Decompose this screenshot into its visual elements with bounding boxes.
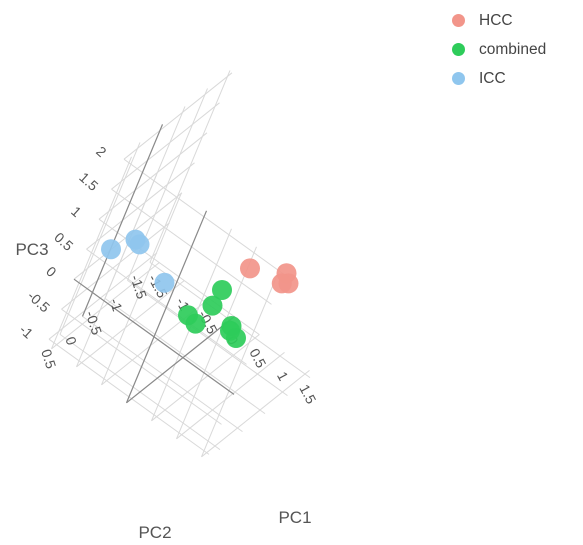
legend-marker-icc [452,72,465,85]
grid-line [86,162,195,250]
zero-line [73,278,235,395]
pc1-tick-label: 1 [274,369,292,384]
zero-line [125,210,208,404]
legend-item-combined[interactable]: combined [452,35,580,64]
pc3-tick-label: 0 [43,263,60,280]
data-point-icc [129,234,150,255]
grid-line [51,262,160,350]
grid-line [98,132,208,220]
data-point-hcc [271,273,292,294]
legend: HCC combined ICC [452,6,580,93]
pc1-axis-title: PC1 [278,508,311,527]
pc3-axis-title: PC3 [15,240,48,259]
legend-label-hcc: HCC [479,11,513,29]
pc3-tick-label: 2 [93,143,110,160]
grid-line [201,370,310,458]
pc3-tick-label: -0.5 [25,287,54,315]
legend-label-combined: combined [479,40,547,58]
pc2-tick-label: -0.5 [82,309,105,337]
pc2-axis-title: PC2 [138,523,171,542]
grid-line [151,334,260,422]
pc3-tick-label: -1 [16,321,36,341]
data-point-icc [154,272,175,293]
pc2-tick-label: 0.5 [38,347,59,371]
data-point-combined [202,295,223,316]
data-point-icc [101,239,121,260]
data-point-hcc [240,258,260,279]
zero-line [126,315,235,404]
legend-item-icc[interactable]: ICC [452,64,580,93]
pc3-tick-label: 1.5 [76,169,101,194]
pc3-tick-label: 1 [68,203,85,220]
pc2-tick-label: -1.5 [127,273,150,301]
grid-line [111,102,220,190]
legend-label-icc: ICC [479,69,506,87]
data-point-combined [178,305,198,326]
grid-line [61,222,170,310]
data-point-combined [220,320,240,341]
legend-marker-hcc [452,14,465,27]
grid-line [176,352,285,440]
grid-line [76,280,185,368]
pc2-tick-label: -1 [107,296,126,313]
legend-marker-combined [452,43,465,56]
legend-item-hcc[interactable]: HCC [452,6,580,35]
data-point-combined [212,280,232,300]
pc2-tick-label: 0 [62,335,80,348]
pc1-tick-label: 1.5 [296,382,319,407]
grid-line [48,252,158,340]
zero-line [81,124,164,317]
grid-line [123,72,233,160]
pc3-tick-label: 0.5 [51,229,76,254]
